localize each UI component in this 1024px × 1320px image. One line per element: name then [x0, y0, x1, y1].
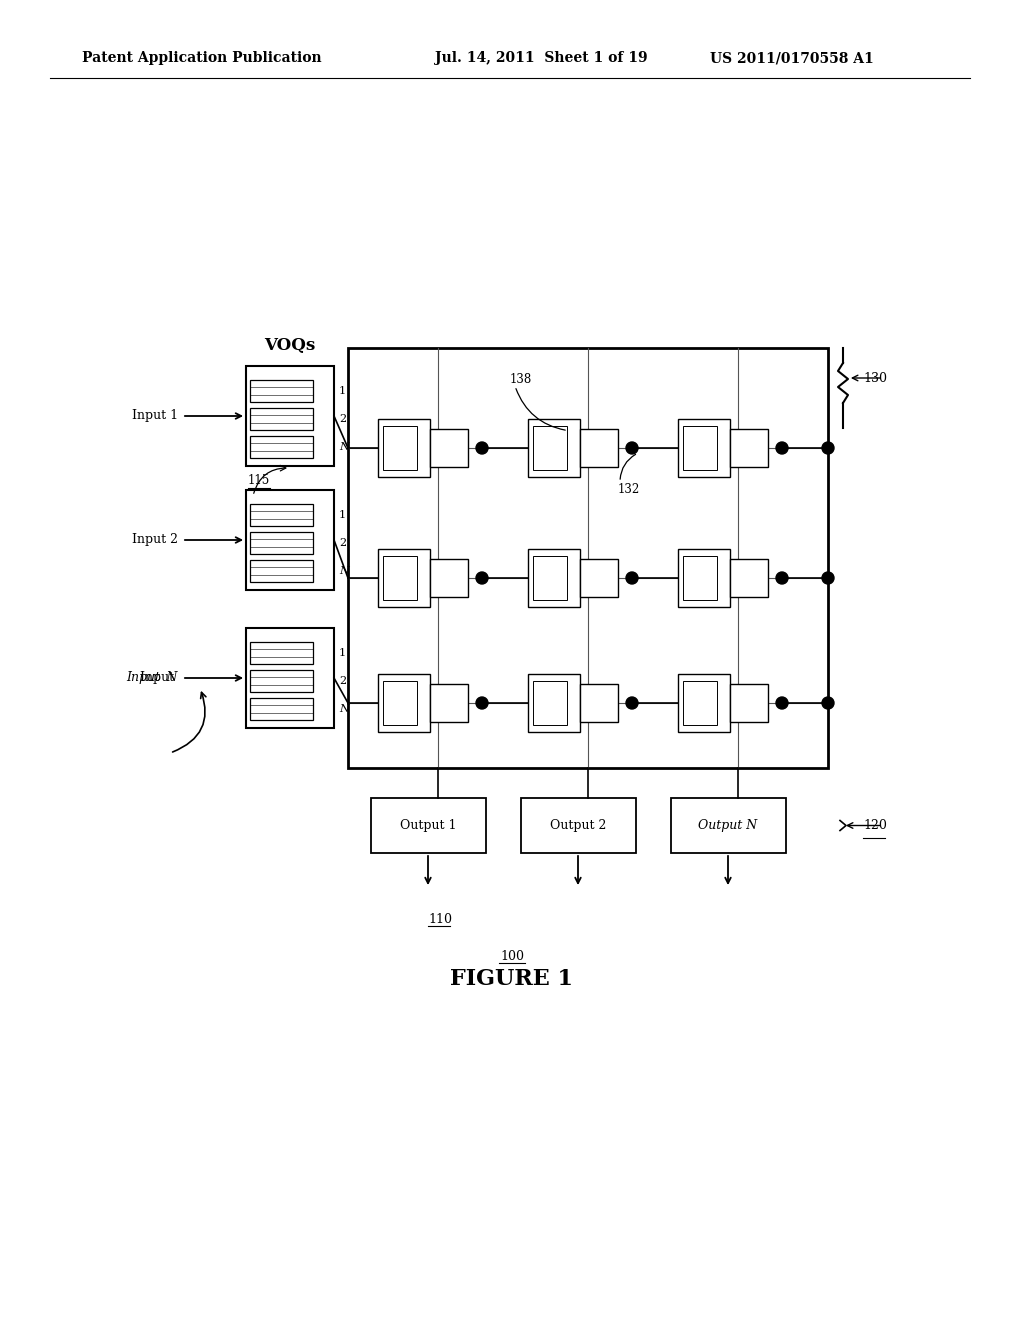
Bar [678, 549, 730, 607]
Bar [383, 426, 417, 470]
Circle shape [776, 572, 788, 583]
Bar [580, 560, 618, 597]
Text: N: N [339, 704, 349, 714]
Bar [683, 681, 717, 725]
Bar [378, 675, 430, 733]
Bar [534, 556, 567, 601]
Text: 100: 100 [500, 950, 524, 964]
Text: 130: 130 [863, 371, 887, 384]
Bar [250, 698, 313, 719]
Bar [246, 366, 334, 466]
Bar [430, 560, 468, 597]
Bar [250, 436, 313, 458]
Bar [246, 490, 334, 590]
Circle shape [822, 697, 834, 709]
Text: Output 1: Output 1 [399, 818, 457, 832]
Text: Jul. 14, 2011  Sheet 1 of 19: Jul. 14, 2011 Sheet 1 of 19 [435, 51, 647, 65]
Bar [250, 671, 313, 692]
Text: 115: 115 [248, 474, 270, 487]
Text: 132: 132 [618, 483, 640, 496]
Circle shape [476, 697, 488, 709]
Text: VOQs: VOQs [264, 337, 315, 354]
Text: 120: 120 [863, 818, 887, 832]
Bar [580, 429, 618, 467]
Bar [430, 684, 468, 722]
Bar [730, 560, 768, 597]
Text: Input 1: Input 1 [132, 409, 178, 422]
Bar [250, 642, 313, 664]
Bar [678, 418, 730, 477]
Bar [683, 426, 717, 470]
Bar [250, 504, 313, 525]
Text: 1: 1 [339, 385, 346, 396]
Circle shape [626, 697, 638, 709]
Text: US 2011/0170558 A1: US 2011/0170558 A1 [710, 51, 873, 65]
Text: 1: 1 [339, 648, 346, 657]
Bar [383, 681, 417, 725]
Text: 2: 2 [339, 539, 346, 548]
Text: Output 2: Output 2 [550, 818, 606, 832]
Text: Input 2: Input 2 [132, 533, 178, 546]
Bar [348, 348, 828, 768]
Text: 2: 2 [339, 676, 346, 686]
Bar [250, 380, 313, 403]
Circle shape [822, 442, 834, 454]
Circle shape [626, 442, 638, 454]
Bar [378, 549, 430, 607]
Text: 1: 1 [339, 510, 346, 520]
Bar [528, 675, 580, 733]
Bar [383, 556, 417, 601]
Text: Patent Application Publication: Patent Application Publication [82, 51, 322, 65]
Text: 2: 2 [339, 414, 346, 424]
Circle shape [476, 442, 488, 454]
Bar [534, 681, 567, 725]
Bar [730, 684, 768, 722]
Bar [246, 628, 334, 729]
Bar [683, 556, 717, 601]
Text: Output N: Output N [698, 818, 758, 832]
Text: Input  N: Input N [127, 672, 178, 685]
Circle shape [626, 572, 638, 583]
Bar [671, 799, 786, 853]
Bar [528, 549, 580, 607]
Bar [528, 418, 580, 477]
Bar [430, 429, 468, 467]
Bar [730, 429, 768, 467]
Bar [250, 560, 313, 582]
Circle shape [776, 442, 788, 454]
Text: FIGURE 1: FIGURE 1 [451, 968, 573, 990]
Text: 138: 138 [510, 374, 532, 385]
Text: N: N [339, 442, 349, 451]
Bar [250, 532, 313, 554]
Text: N: N [339, 566, 349, 576]
Text: 110: 110 [428, 913, 452, 927]
Bar [250, 408, 313, 430]
Bar [521, 799, 636, 853]
Bar [378, 418, 430, 477]
Circle shape [776, 697, 788, 709]
Bar [371, 799, 486, 853]
Circle shape [822, 572, 834, 583]
Bar [534, 426, 567, 470]
Text: Input: Input [140, 672, 178, 685]
Bar [678, 675, 730, 733]
Bar [580, 684, 618, 722]
Circle shape [476, 572, 488, 583]
